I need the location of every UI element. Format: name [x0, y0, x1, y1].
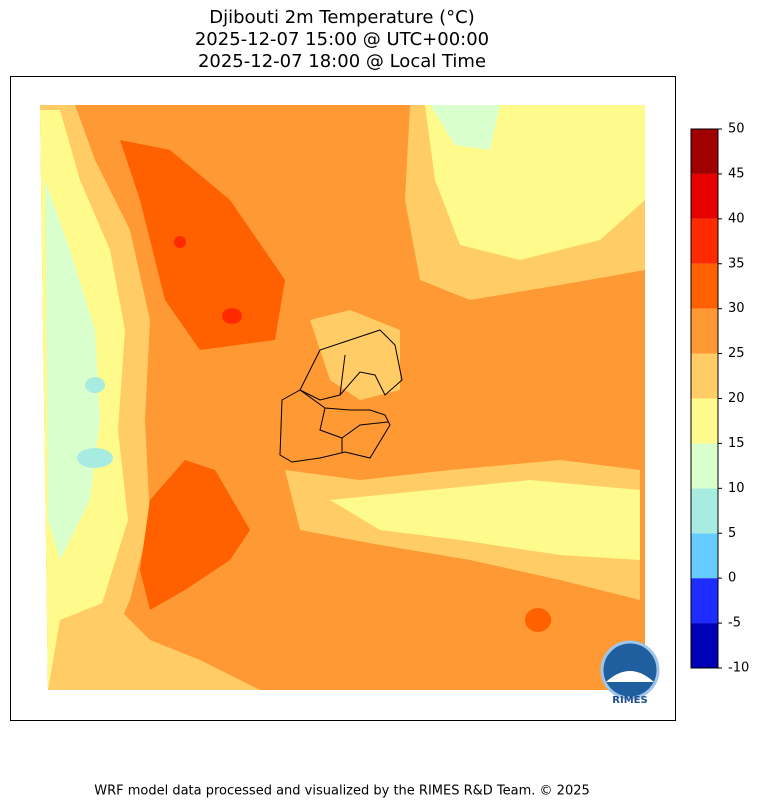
- colorbar-band: [691, 353, 718, 399]
- colorbar-tick-label: 10: [728, 481, 745, 496]
- borders: [279, 329, 403, 463]
- footer: WRF model data processed and visualized …: [94, 784, 590, 799]
- colorbar: -10 -5 0 5 10 15 20 25 30 35 40 45 50: [690, 122, 749, 676]
- colorbar-tick-label: 5: [728, 526, 736, 541]
- colorbar-tick-label: -10: [728, 661, 749, 676]
- title-line: 2025-12-07 18:00 @ Local Time: [198, 51, 486, 72]
- colorbar-band: [691, 578, 718, 624]
- colorbar-band: [691, 443, 718, 489]
- colorbar-band: [691, 263, 718, 309]
- temperature-field: [40, 105, 645, 690]
- colorbar-band: [691, 623, 718, 668]
- colorbar-tick-label: 45: [728, 166, 745, 181]
- title-line: Djibouti 2m Temperature (°C): [209, 7, 475, 28]
- colorbar-tick-label: 25: [728, 346, 745, 361]
- colorbar-band: [691, 398, 718, 444]
- colorbar-tick-label: 30: [728, 301, 745, 316]
- colorbar-tick-label: 20: [728, 391, 745, 406]
- colorbar-band: [691, 173, 718, 219]
- logo: RIMES: [600, 640, 660, 706]
- title-line: 2025-12-07 15:00 @ UTC+00:00: [195, 29, 489, 50]
- colorbar-band: [691, 488, 718, 534]
- colorbar-band: [691, 218, 718, 264]
- colorbar-tick-label: 50: [728, 122, 745, 137]
- colorbar-band: [691, 533, 718, 579]
- colorbar-tick-label: 40: [728, 211, 745, 226]
- colorbar-tick-label: -5: [728, 616, 741, 631]
- colorbar-tick-label: 0: [728, 571, 736, 586]
- colorbar-tick-label: 15: [728, 436, 745, 451]
- logo-text: RIMES: [612, 695, 647, 706]
- colorbar-band: [691, 308, 718, 354]
- colorbar-tick-label: 35: [728, 256, 745, 271]
- colorbar-band: [691, 129, 718, 174]
